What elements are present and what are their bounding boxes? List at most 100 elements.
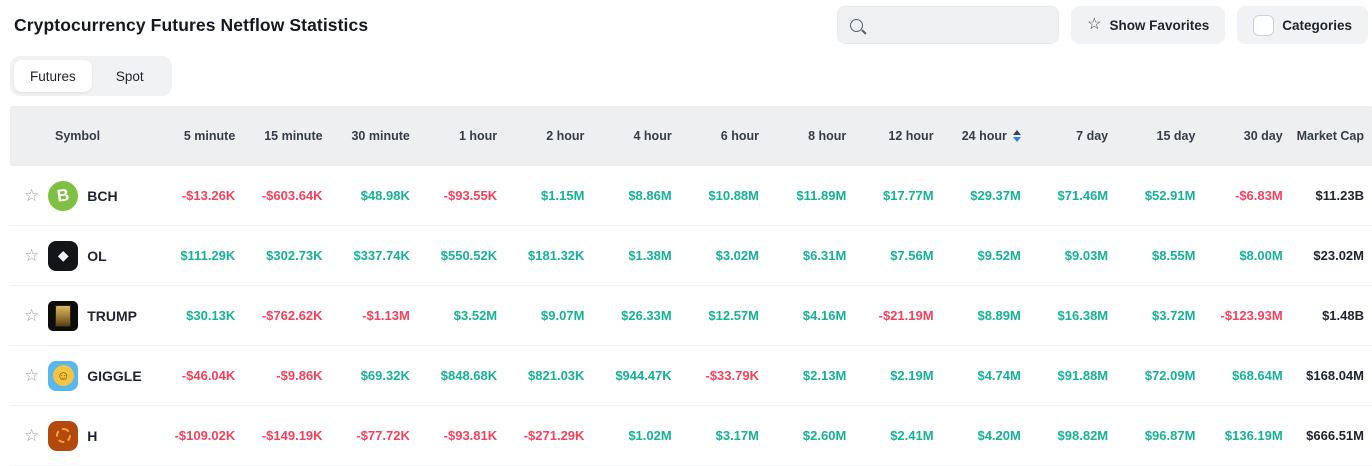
table-body: ☆ B BCH -$13.26K -$603.64K $48.98K -$93.55K $1.… [10,166,1372,466]
column-header-24-hour[interactable]: 24 hour [936,129,1023,143]
table-row-ol[interactable]: ☆ ◆ OL $111.29K $302.73K $337.74K $550.52K $181… [10,226,1372,286]
tab-futures[interactable]: Futures [14,60,92,92]
column-header-2-hour[interactable]: 2 hour [546,129,585,143]
show-favorites-button[interactable]: ☆ Show Favorites [1071,6,1226,44]
table-row-h[interactable]: ☆ H -$109.02K -$149.19K -$77.72K -$93.81K -$27… [10,406,1372,466]
netflow-value: $71.46M [1057,188,1109,203]
netflow-value: $7.56M [890,248,934,263]
netflow-value: $181.32K [528,248,585,263]
column-header-15-minute[interactable]: 15 minute [264,129,323,143]
netflow-value: $3.02M [715,248,759,263]
categories-button[interactable]: Categories [1237,6,1368,44]
market-type-tabs: Futures Spot [10,56,172,96]
netflow-value: $337.74K [353,248,410,263]
table-row-bch[interactable]: ☆ B BCH -$13.26K -$603.64K $48.98K -$93.55K $1.… [10,166,1372,226]
netflow-value: -$13.26K [181,188,236,203]
search-icon [850,18,864,32]
netflow-value: $3.52M [453,308,498,323]
netflow-value: $96.87M [1144,428,1196,443]
netflow-value: -$9.86K [276,368,323,383]
column-header-30-minute[interactable]: 30 minute [351,129,410,143]
table-row-trump[interactable]: ☆ TRUMP $30.13K -$762.62K -$1.13M $3.52M $9.07… [10,286,1372,346]
netflow-value: -$46.04K [181,368,236,383]
table-header-row: Symbol 5 minute 15 minute 30 minute 1 hour 2 … [10,106,1372,166]
netflow-value: $91.88M [1057,368,1109,383]
column-header-market-cap[interactable]: Market Cap [1296,129,1364,143]
symbol-label[interactable]: H [87,427,98,444]
netflow-value: $9.03M [1064,248,1109,263]
favorite-star-icon[interactable]: ☆ [24,186,40,205]
netflow-value: $17.77M [882,188,934,203]
netflow-value: $69.32K [360,368,410,383]
netflow-value: -$109.02K [174,428,236,443]
netflow-value: $4.74M [977,368,1021,383]
favorite-star-icon[interactable]: ☆ [24,246,40,265]
netflow-value: $3.17M [715,428,759,443]
market-cap-value: $23.02M [1313,248,1364,263]
trump-coin-icon [48,300,79,331]
netflow-value: -$149.19K [261,428,323,443]
netflow-value: $16.38M [1057,308,1109,323]
symbol-label[interactable]: OL [87,247,107,264]
column-header-15-day[interactable]: 15 day [1156,129,1196,143]
netflow-value: $1.15M [541,188,585,203]
netflow-value: -$6.83M [1235,188,1283,203]
categories-label: Categories [1282,17,1352,33]
netflow-value: $9.52M [977,248,1021,263]
column-header-4-hour[interactable]: 4 hour [633,129,672,143]
symbol-cell: ☆ H [10,420,150,451]
favorite-star-icon[interactable]: ☆ [24,366,40,385]
netflow-value: $821.03K [528,368,585,383]
netflow-value: $1.02M [628,428,672,443]
netflow-value: $848.68K [440,368,498,383]
column-header-12-hour[interactable]: 12 hour [888,129,934,143]
netflow-value: -$93.81K [443,428,498,443]
table-row-giggle[interactable]: ☆ ☺ GIGGLE -$46.04K -$9.86K $69.32K $848.68K $8… [10,346,1372,406]
column-header-5-minute[interactable]: 5 minute [183,129,236,143]
netflow-value: $3.72M [1152,308,1196,323]
netflow-value: $2.13M [802,368,847,383]
column-header-8-hour[interactable]: 8 hour [808,129,847,143]
star-outline-icon: ☆ [1087,16,1102,33]
favorite-star-icon[interactable]: ☆ [24,306,40,325]
netflow-value: $30.13K [186,308,236,323]
netflow-value: $2.60M [802,428,847,443]
symbol-label[interactable]: BCH [87,187,118,204]
page-title: Cryptocurrency Futures Netflow Statistic… [14,14,369,35]
netflow-value: $12.57M [708,308,759,323]
symbol-label[interactable]: GIGGLE [87,367,142,384]
categories-checkbox[interactable] [1253,14,1275,36]
netflow-value: $8.55M [1152,248,1196,263]
topbar: Cryptocurrency Futures Netflow Statistic… [0,0,1372,46]
column-header-symbol: Symbol [55,129,101,143]
search-box[interactable] [837,6,1060,44]
giggle-coin-icon: ☺ [48,360,79,391]
netflow-value: $29.37M [970,188,1021,203]
sort-icon[interactable] [1012,129,1021,143]
symbol-cell: ☆ ◆ OL [10,240,150,271]
market-cap-value: $1.48B [1322,308,1364,323]
netflow-value: $10.88M [708,188,759,203]
netflow-value: $8.00M [1239,248,1283,263]
ol-coin-icon: ◆ [48,240,79,271]
netflow-value: -$93.55K [443,188,498,203]
netflow-value: $68.64M [1232,368,1283,383]
favorite-star-icon[interactable]: ☆ [24,426,40,445]
h-coin-icon [48,420,79,451]
netflow-value: -$33.79K [705,368,759,383]
tab-spot[interactable]: Spot [115,68,144,84]
netflow-value: -$123.93M [1220,308,1283,323]
symbol-label[interactable]: TRUMP [87,307,138,324]
column-header-30-day[interactable]: 30 day [1243,129,1283,143]
netflow-value: $72.09M [1144,368,1196,383]
column-header-1-hour[interactable]: 1 hour [458,129,498,143]
netflow-value: $4.20M [977,428,1021,443]
search-input[interactable] [871,17,1048,33]
symbol-cell: ☆ B BCH [10,180,150,211]
bch-coin-icon: B [48,180,79,211]
symbol-cell: ☆ ☺ GIGGLE [10,360,150,391]
symbol-cell: ☆ TRUMP [10,300,150,331]
column-header-7-day[interactable]: 7 day [1076,129,1109,143]
column-header-6-hour[interactable]: 6 hour [720,129,759,143]
netflow-value: $2.41M [890,428,934,443]
